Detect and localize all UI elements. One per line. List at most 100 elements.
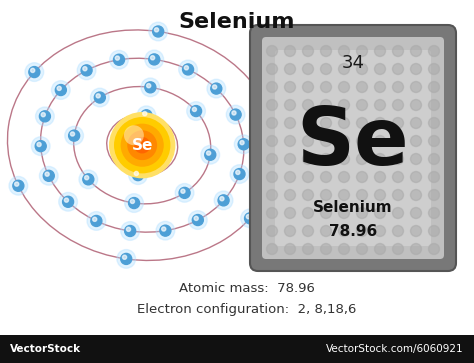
Text: Atomic mass:  78.96: Atomic mass: 78.96	[179, 281, 314, 294]
Circle shape	[266, 208, 277, 219]
Circle shape	[338, 118, 349, 129]
Circle shape	[374, 189, 385, 200]
Circle shape	[55, 85, 66, 95]
FancyBboxPatch shape	[275, 50, 431, 246]
Circle shape	[338, 154, 349, 164]
Circle shape	[410, 154, 421, 164]
FancyBboxPatch shape	[262, 37, 444, 259]
Circle shape	[36, 107, 54, 126]
Circle shape	[39, 111, 50, 122]
Circle shape	[338, 189, 349, 200]
Circle shape	[428, 208, 439, 219]
Circle shape	[238, 139, 249, 150]
Circle shape	[201, 146, 219, 164]
Circle shape	[31, 137, 50, 155]
Circle shape	[230, 165, 249, 183]
Circle shape	[39, 167, 58, 185]
Bar	[0, 335, 474, 363]
Circle shape	[302, 45, 313, 57]
Text: Se: Se	[131, 138, 153, 153]
Circle shape	[320, 45, 331, 57]
Circle shape	[134, 137, 150, 154]
Circle shape	[181, 189, 185, 193]
Circle shape	[320, 118, 331, 129]
Circle shape	[92, 217, 97, 221]
Circle shape	[236, 170, 240, 175]
Circle shape	[302, 118, 313, 129]
Circle shape	[374, 208, 385, 219]
Circle shape	[205, 149, 216, 160]
Circle shape	[284, 208, 295, 219]
Circle shape	[37, 142, 41, 147]
Circle shape	[266, 118, 277, 129]
Circle shape	[320, 99, 331, 110]
Circle shape	[146, 83, 151, 88]
Circle shape	[184, 66, 189, 70]
Circle shape	[156, 221, 175, 240]
Circle shape	[261, 99, 272, 110]
Circle shape	[130, 199, 135, 204]
Circle shape	[374, 225, 385, 237]
Circle shape	[338, 208, 349, 219]
Circle shape	[69, 130, 80, 141]
Circle shape	[13, 180, 24, 191]
Circle shape	[284, 45, 295, 57]
Circle shape	[410, 64, 421, 74]
Circle shape	[145, 82, 156, 93]
Circle shape	[392, 99, 403, 110]
Circle shape	[320, 154, 331, 164]
Circle shape	[284, 64, 295, 74]
Circle shape	[356, 225, 367, 237]
Circle shape	[121, 253, 132, 264]
Circle shape	[128, 197, 139, 209]
Circle shape	[79, 170, 98, 189]
Circle shape	[91, 216, 102, 227]
Circle shape	[9, 176, 27, 195]
Circle shape	[125, 194, 144, 212]
Circle shape	[266, 135, 277, 147]
Circle shape	[230, 109, 241, 120]
Circle shape	[392, 171, 403, 183]
Circle shape	[392, 189, 403, 200]
Circle shape	[302, 64, 313, 74]
Circle shape	[121, 222, 139, 240]
Circle shape	[266, 99, 277, 110]
Text: Electron configuration:  2, 8,18,6: Electron configuration: 2, 8,18,6	[137, 302, 356, 315]
Circle shape	[338, 225, 349, 237]
Circle shape	[338, 244, 349, 254]
Circle shape	[302, 244, 313, 254]
Circle shape	[320, 189, 331, 200]
Circle shape	[284, 154, 295, 164]
Circle shape	[64, 198, 69, 202]
Circle shape	[145, 50, 164, 69]
Circle shape	[320, 225, 331, 237]
Circle shape	[302, 171, 313, 183]
Circle shape	[410, 225, 421, 237]
Circle shape	[410, 135, 421, 147]
Circle shape	[43, 170, 55, 181]
Circle shape	[428, 171, 439, 183]
Circle shape	[410, 45, 421, 57]
Circle shape	[77, 61, 96, 80]
Circle shape	[356, 82, 367, 93]
Circle shape	[320, 208, 331, 219]
Circle shape	[266, 64, 277, 74]
Circle shape	[284, 135, 295, 147]
Circle shape	[284, 244, 295, 254]
Circle shape	[175, 184, 194, 202]
Circle shape	[257, 95, 275, 114]
Circle shape	[57, 86, 61, 90]
Circle shape	[320, 171, 331, 183]
Text: VectorStock.com/6060921: VectorStock.com/6060921	[327, 344, 464, 354]
Circle shape	[128, 166, 147, 184]
Circle shape	[374, 154, 385, 164]
Circle shape	[134, 171, 138, 176]
Circle shape	[141, 110, 152, 121]
Circle shape	[155, 28, 159, 32]
Circle shape	[338, 64, 349, 74]
Circle shape	[428, 82, 439, 93]
Circle shape	[356, 99, 367, 110]
Circle shape	[356, 118, 367, 129]
Circle shape	[162, 227, 166, 231]
Circle shape	[302, 208, 313, 219]
